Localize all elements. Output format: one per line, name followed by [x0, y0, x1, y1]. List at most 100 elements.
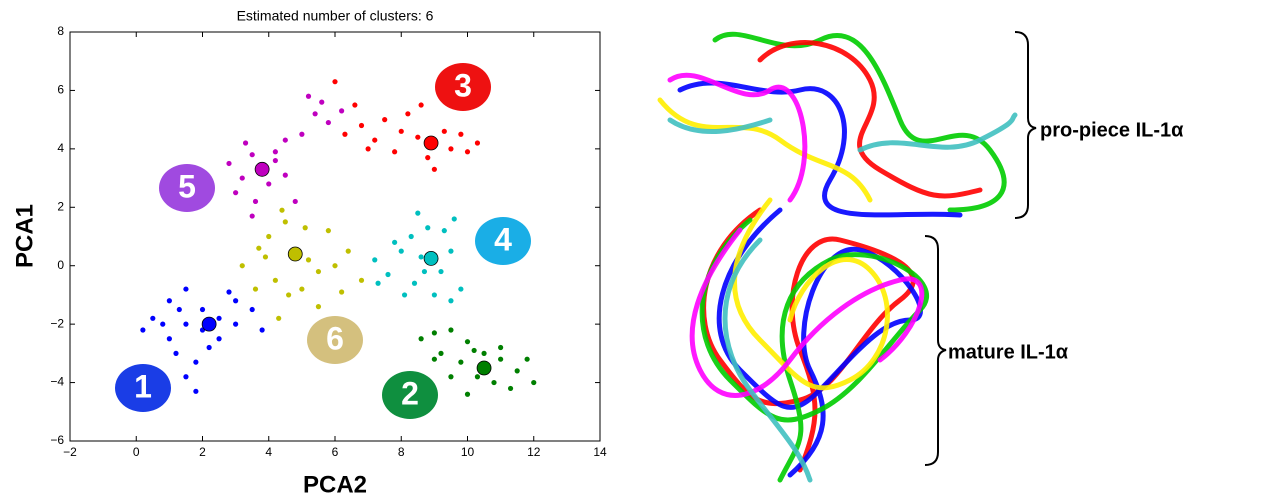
point: [299, 286, 304, 291]
point: [193, 389, 198, 394]
point: [303, 225, 308, 230]
point: [207, 345, 212, 350]
point: [448, 249, 453, 254]
cluster-label: 5: [178, 168, 196, 204]
point: [419, 336, 424, 341]
cluster-label: 6: [326, 320, 344, 356]
point: [240, 175, 245, 180]
point: [531, 380, 536, 385]
point: [276, 316, 281, 321]
point: [498, 345, 503, 350]
point: [366, 146, 371, 151]
point: [405, 111, 410, 116]
x-tick-label: 0: [133, 445, 140, 459]
point: [273, 149, 278, 154]
point: [167, 298, 172, 303]
point: [316, 269, 321, 274]
y-tick-label: 6: [57, 83, 64, 97]
point: [263, 254, 268, 259]
cluster-center: [477, 361, 491, 375]
point: [332, 263, 337, 268]
point: [372, 257, 377, 262]
point: [200, 307, 205, 312]
point: [183, 374, 188, 379]
y-tick-label: 4: [57, 141, 64, 155]
point: [183, 286, 188, 291]
point: [240, 263, 245, 268]
point: [422, 269, 427, 274]
point: [448, 374, 453, 379]
point: [150, 316, 155, 321]
point: [491, 380, 496, 385]
x-tick-label: 8: [398, 445, 405, 459]
point: [326, 120, 331, 125]
point: [508, 386, 513, 391]
point: [273, 278, 278, 283]
point: [250, 152, 255, 157]
y-tick-label: −2: [50, 316, 64, 330]
point: [465, 392, 470, 397]
point: [266, 181, 271, 186]
figure: Estimated number of clusters: 6 PCA2 PCA…: [0, 0, 1268, 500]
point: [293, 199, 298, 204]
point: [233, 298, 238, 303]
point: [306, 94, 311, 99]
point: [458, 360, 463, 365]
point: [448, 327, 453, 332]
point: [279, 208, 284, 213]
point: [392, 240, 397, 245]
point: [359, 278, 364, 283]
point: [283, 137, 288, 142]
y-tick-label: −6: [50, 433, 64, 447]
point: [425, 225, 430, 230]
point: [525, 357, 530, 362]
point: [432, 357, 437, 362]
point: [392, 149, 397, 154]
point: [283, 219, 288, 224]
point: [452, 216, 457, 221]
point: [233, 190, 238, 195]
point: [313, 111, 318, 116]
point: [346, 249, 351, 254]
x-tick-label: −2: [63, 445, 77, 459]
protein-structure: [660, 34, 1015, 480]
cluster-center: [424, 251, 438, 265]
point: [226, 161, 231, 166]
point: [481, 351, 486, 356]
point: [183, 322, 188, 327]
point: [160, 322, 165, 327]
point: [253, 199, 258, 204]
point: [438, 269, 443, 274]
point: [419, 102, 424, 107]
point: [342, 132, 347, 137]
point: [306, 257, 311, 262]
point: [448, 146, 453, 151]
point: [352, 102, 357, 107]
point: [515, 368, 520, 373]
point: [250, 307, 255, 312]
point: [425, 155, 430, 160]
point: [432, 167, 437, 172]
y-tick-label: 0: [57, 258, 64, 272]
bracket: [1015, 32, 1036, 218]
point: [332, 79, 337, 84]
cluster-center: [424, 136, 438, 150]
point: [458, 286, 463, 291]
y-tick-label: −4: [50, 375, 64, 389]
point: [412, 281, 417, 286]
point: [233, 322, 238, 327]
point: [339, 289, 344, 294]
point: [250, 213, 255, 218]
ribbon: [660, 100, 870, 200]
x-tick-label: 4: [265, 445, 272, 459]
ribbon: [760, 43, 980, 196]
cluster-label: 1: [134, 368, 152, 404]
point: [438, 351, 443, 356]
point: [319, 100, 324, 105]
point: [442, 129, 447, 134]
point: [402, 292, 407, 297]
cluster-label: 3: [454, 67, 472, 103]
bracket: [925, 236, 946, 465]
point: [216, 316, 221, 321]
point: [316, 304, 321, 309]
